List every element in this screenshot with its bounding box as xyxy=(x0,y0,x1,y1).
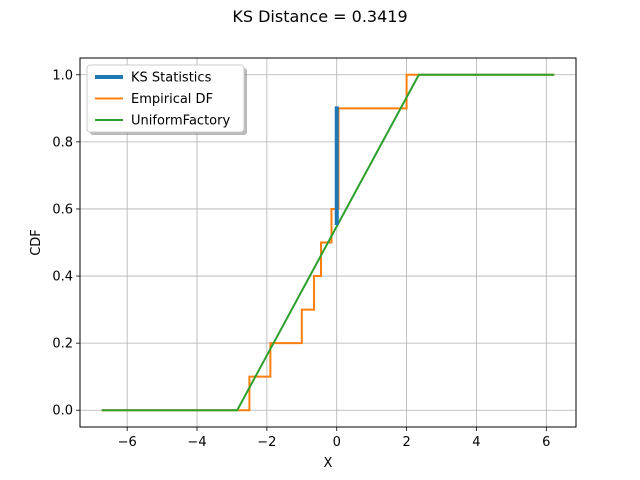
y-tick-label: 1.0 xyxy=(52,68,73,83)
y-tick-label: 0.0 xyxy=(52,404,73,419)
ticks: −6 −4 −2 0 2 4 6 0.0 0.2 0.4 0.6 0.8 1.0 xyxy=(52,68,550,450)
legend-entry-label: UniformFactory xyxy=(131,114,230,129)
legend-entry-label: Empirical DF xyxy=(131,92,213,107)
series-line-empirical-df xyxy=(101,73,555,412)
axes-frame xyxy=(79,57,577,428)
plot-area: −6 −4 −2 0 2 4 6 0.0 0.2 0.4 0.6 0.8 1.0 xyxy=(52,57,577,450)
chart-title: KS Distance = 0.3419 xyxy=(232,7,407,26)
x-tick-label: −6 xyxy=(118,435,137,450)
series-lines xyxy=(101,73,555,412)
y-tick-label: 0.2 xyxy=(52,337,73,352)
y-tick-label: 0.8 xyxy=(52,135,73,150)
x-tick-label: 6 xyxy=(542,435,550,450)
x-tick-label: 2 xyxy=(402,435,410,450)
series-line-uniformfactory xyxy=(101,73,555,412)
x-tick-label: 0 xyxy=(333,435,341,450)
legend-box xyxy=(86,64,245,133)
x-tick-label: −4 xyxy=(187,435,206,450)
x-tick-label: 4 xyxy=(472,435,480,450)
legend: KS Statistics Empirical DF UniformFactory xyxy=(86,64,247,135)
x-axis-label: X xyxy=(324,456,333,471)
y-tick-label: 0.4 xyxy=(52,270,73,285)
legend-entry-label: KS Statistics xyxy=(131,71,212,86)
x-tick-label: −2 xyxy=(257,435,276,450)
y-axis-label: CDF xyxy=(29,229,44,256)
y-tick-label: 0.6 xyxy=(52,202,73,217)
